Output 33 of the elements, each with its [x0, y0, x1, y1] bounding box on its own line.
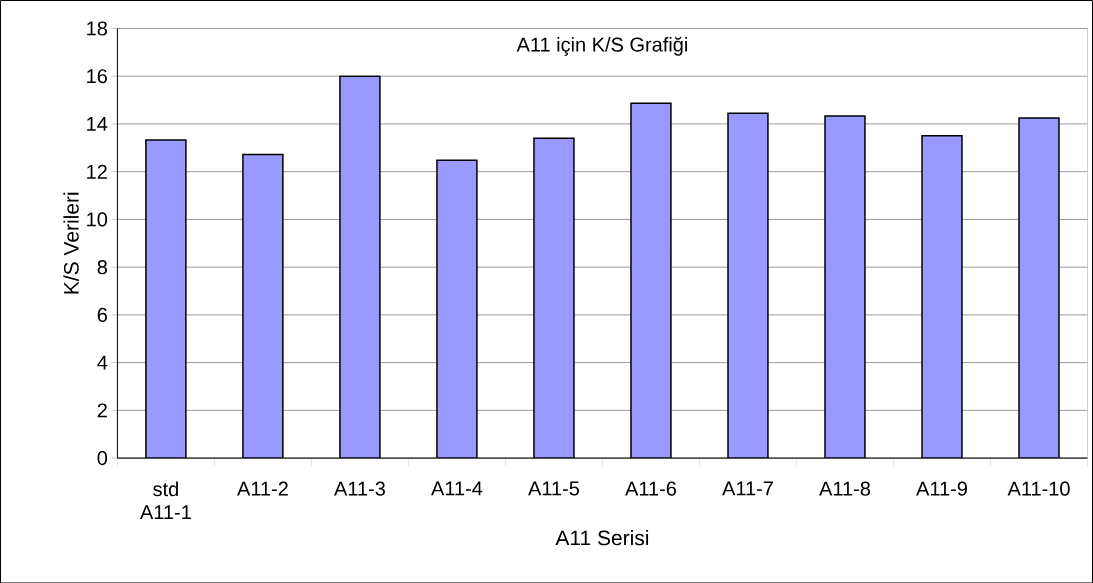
y-tick-label: 2 — [97, 403, 107, 418]
x-tick-label: A11-3 — [334, 481, 385, 496]
x-tick-label: A11-4 — [431, 481, 483, 496]
x-tick-label: A11-6 — [625, 481, 676, 496]
bar — [436, 159, 478, 458]
y-axis-title: K/S Verileri — [63, 192, 79, 294]
x-tick-label: std A11-1 — [140, 481, 191, 519]
chart-title: A11 için K/S Grafiği — [516, 36, 687, 56]
bar — [824, 115, 866, 458]
bar — [242, 153, 284, 458]
y-tick-label: 16 — [87, 68, 107, 84]
y-tick-label: 4 — [97, 355, 108, 370]
y-tick-label: 14 — [87, 116, 108, 131]
x-tick-label: A11-8 — [819, 481, 871, 496]
x-axis-title: A11 Serisi — [555, 529, 649, 546]
x-tick-label: A11-10 — [1007, 481, 1070, 496]
x-tick-label: A11-5 — [528, 481, 580, 496]
bar — [533, 137, 575, 458]
y-tick-label: 0 — [97, 450, 108, 465]
bar — [921, 134, 963, 458]
x-tick-label: A11-2 — [237, 481, 288, 496]
y-tick-label: 18 — [87, 21, 107, 36]
bar — [1018, 116, 1060, 458]
x-tick-label: A11-7 — [722, 481, 773, 496]
bar — [339, 75, 381, 458]
bar — [630, 102, 672, 458]
y-tick-label: 6 — [97, 307, 107, 322]
bar — [145, 138, 187, 458]
y-tick-label: 12 — [87, 164, 107, 179]
x-tick-label: A11-9 — [916, 481, 967, 496]
bar — [727, 112, 769, 458]
y-tick-label: 8 — [97, 259, 107, 274]
y-tick-label: 10 — [87, 212, 108, 227]
